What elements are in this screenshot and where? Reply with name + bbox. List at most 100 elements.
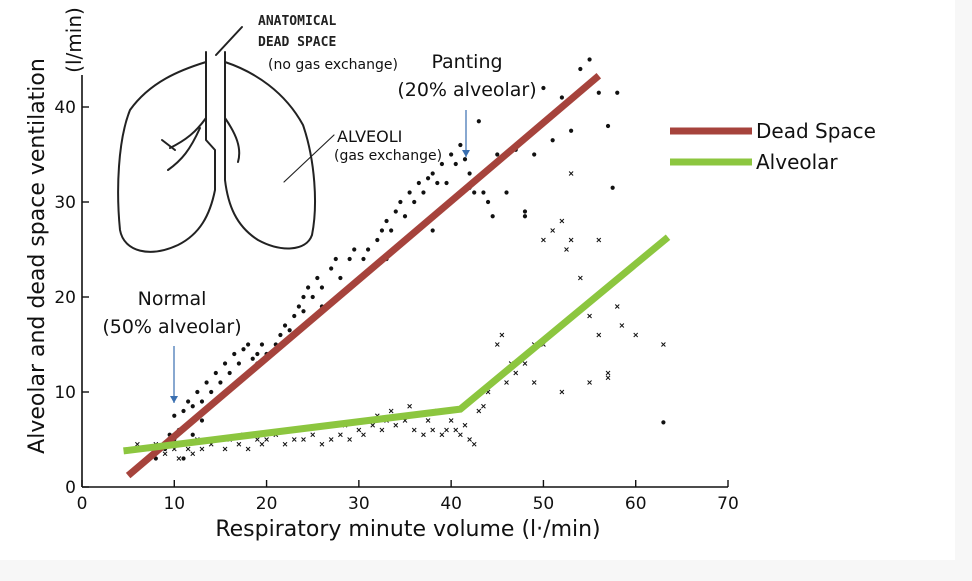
annotations: Normal (50% alveolar) Panting (20% alveolar…	[102, 51, 537, 403]
alveolar-data-point	[245, 446, 251, 452]
dead-space-data-point	[329, 266, 334, 271]
anatomical-dead-space-label: DEAD SPACE	[258, 35, 336, 50]
cross-stroke	[425, 418, 431, 423]
dead-space-data-point	[315, 275, 320, 281]
panting-annotation-line: Panting	[431, 51, 502, 73]
alveolar-data-point	[471, 441, 477, 447]
dead-space-data-point	[199, 418, 205, 423]
cross-stroke	[462, 422, 468, 428]
cross-stroke	[504, 380, 509, 385]
cross-stroke	[596, 237, 602, 243]
dead-space-data-point	[333, 256, 338, 262]
alveolar-data-point	[301, 437, 306, 442]
cross-stroke	[162, 451, 168, 457]
x-tick-label: 40	[440, 494, 462, 514]
alveolar-line	[123, 234, 671, 455]
dead-space-data-point	[232, 351, 237, 357]
cross-stroke	[185, 446, 191, 452]
dead-space-data-point	[236, 361, 241, 366]
dead-space-data-point	[338, 275, 343, 281]
dead-space-data-point	[287, 328, 292, 333]
dead-space-data-point	[204, 380, 209, 385]
dead-space-data-point	[449, 152, 454, 157]
dead-space-data-point	[393, 209, 398, 214]
cross-stroke	[541, 237, 546, 243]
cross-stroke	[458, 432, 463, 438]
alveolar-data-point	[550, 228, 556, 233]
alveolar-data-point	[411, 427, 417, 433]
cross-stroke	[236, 441, 242, 447]
lung-diagram-labels: ANATOMICAL DEAD SPACE (no gas exchange) ALV…	[258, 14, 442, 164]
cross-stroke	[453, 427, 459, 433]
alveolar-data-point	[661, 342, 666, 347]
dead-space-data-point	[559, 95, 564, 100]
alveolar-data-point	[347, 437, 352, 442]
x-axis-title: Respiratory minute volume (l·/min)	[215, 517, 600, 542]
no-gas-exchange-label: (no gas exchange)	[268, 57, 398, 73]
cross-stroke	[319, 441, 325, 447]
alveolar-data-point	[379, 427, 385, 433]
cross-stroke	[499, 332, 505, 338]
left-bronchus	[169, 117, 207, 149]
cross-stroke	[430, 427, 436, 433]
alveolar-data-point	[605, 375, 611, 381]
dead-space-data-point	[389, 228, 394, 233]
alveolar-data-point	[453, 427, 459, 433]
cross-stroke	[393, 422, 399, 428]
dead-space-data-point	[587, 57, 592, 62]
alveolar-data-point	[425, 418, 431, 423]
alveolar-data-point	[564, 247, 569, 252]
dead-space-data-point	[190, 404, 195, 409]
dead-space-data-point	[199, 399, 205, 404]
cross-stroke	[577, 275, 583, 281]
cross-stroke	[388, 408, 394, 414]
cross-stroke	[379, 427, 385, 433]
alveolar-data-point	[596, 237, 602, 243]
cross-stroke	[559, 389, 565, 395]
alveolar-data-point	[282, 441, 288, 447]
cross-stroke	[614, 304, 620, 309]
dead-space-data-point	[259, 342, 265, 347]
alveolar-data-point	[254, 437, 260, 442]
alveolar-data-point	[522, 361, 528, 366]
dead-space-data-point	[292, 313, 297, 319]
alveolar-data-point	[236, 441, 242, 447]
alveolar-data-point	[568, 171, 574, 176]
alveolar-data-point	[444, 427, 449, 433]
dead-space-data-point	[610, 185, 615, 190]
dead-space-line	[125, 72, 602, 479]
alveolar-data-point	[504, 380, 509, 385]
alveolar-data-point	[587, 380, 592, 385]
alveolar-data-point	[587, 313, 592, 319]
dead-space-data-point	[453, 161, 458, 167]
alveolar-data-point	[499, 332, 505, 338]
gas-exchange-label: (gas exchange)	[334, 148, 442, 164]
alveolar-data-point	[619, 323, 625, 328]
dead-space-data-point	[310, 294, 315, 300]
x-tick-label: 10	[163, 494, 185, 514]
alveolar-data-point	[481, 403, 486, 409]
alveolar-data-point	[190, 451, 196, 457]
left-bronchus-inner	[167, 127, 201, 171]
alveolar-data-point	[494, 342, 500, 347]
cross-stroke	[481, 403, 486, 409]
cross-stroke	[605, 375, 611, 381]
cross-stroke	[347, 437, 352, 442]
dead-space-data-point	[181, 456, 186, 461]
dead-space-data-point	[490, 214, 495, 219]
cross-stroke	[264, 437, 269, 442]
lung-diagram-illustration	[117, 26, 335, 253]
alveolar-data-point	[430, 427, 436, 433]
x-tick-label: 30	[348, 494, 370, 514]
y-tick-label: 10	[54, 383, 76, 403]
cross-stroke	[411, 427, 417, 433]
alveolar-data-point	[458, 432, 463, 438]
alveoli-label: ALVEOLI	[337, 127, 402, 146]
cross-stroke	[605, 370, 611, 376]
y-tick-label: 20	[54, 288, 76, 308]
left-lung-outline	[117, 61, 216, 253]
y-axis-unit: (l/min)	[62, 7, 86, 73]
dead-space-data-point	[361, 256, 366, 262]
alveolar-data-point	[421, 432, 426, 438]
